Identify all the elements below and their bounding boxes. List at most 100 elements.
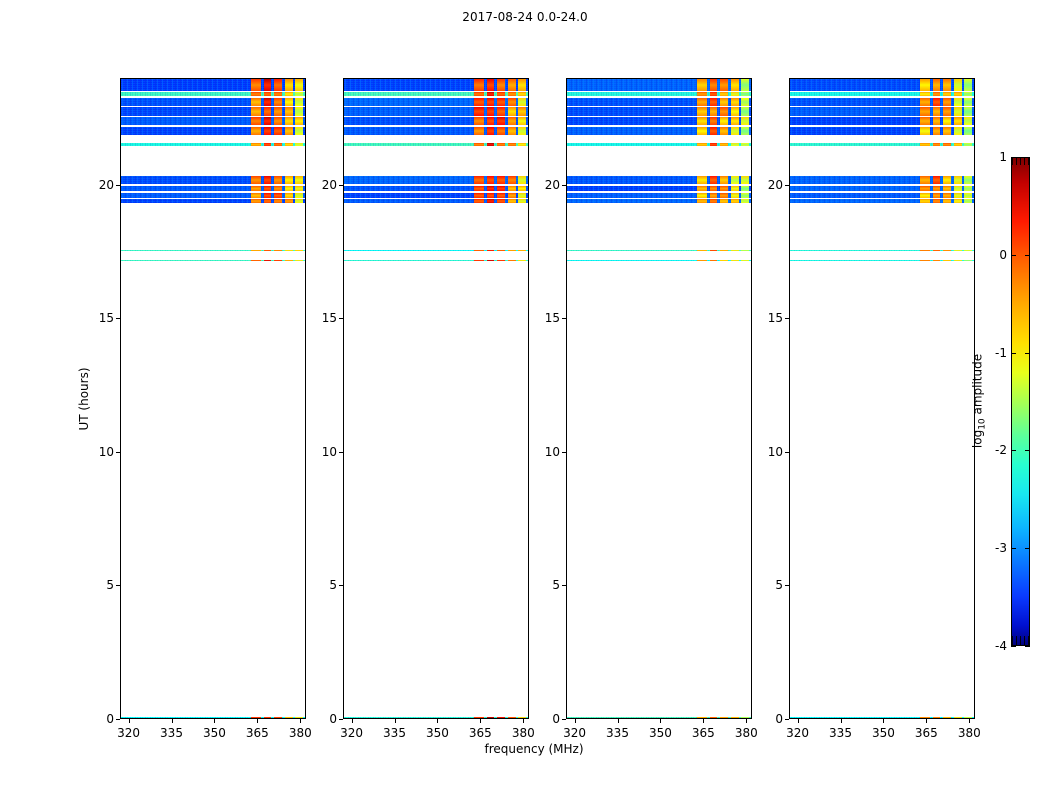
panel-xy[interactable]: XY, V2*V7=EA12* — [566, 78, 752, 719]
rfi-column — [294, 97, 303, 106]
scan-band — [121, 259, 305, 262]
rfi-column — [486, 143, 495, 146]
x-tick — [171, 719, 173, 723]
y-axis-label: UT (hours) — [77, 367, 91, 431]
rfi-column — [953, 717, 962, 718]
x-tick — [883, 719, 885, 723]
rfi-column — [263, 79, 272, 92]
colorbar-tick — [1011, 157, 1016, 158]
rfi-column — [507, 259, 516, 262]
panel-xx[interactable]: XX, V2*V7=EA12* — [120, 78, 306, 719]
noise-texture — [344, 143, 528, 146]
noise-texture — [121, 116, 305, 125]
rfi-column — [507, 186, 516, 192]
rfi-column — [920, 107, 931, 116]
scan-band — [344, 116, 528, 125]
rfi-column — [932, 193, 941, 198]
panel-yy[interactable]: YY, V2*V7=EA12* — [343, 78, 529, 719]
y-tick — [785, 184, 789, 186]
x-tick — [840, 719, 842, 723]
noise-texture — [121, 143, 305, 146]
scan-band — [344, 249, 528, 252]
rfi-column — [730, 176, 739, 185]
scan-band — [344, 199, 528, 204]
rfi-column — [486, 92, 495, 97]
rfi-column — [294, 116, 303, 125]
rfi-column — [963, 126, 972, 135]
x-tick-label: 320 — [786, 726, 810, 740]
rfi-column — [720, 259, 728, 262]
rfi-column — [963, 97, 972, 106]
rfi-column — [697, 199, 708, 204]
rfi-column — [730, 259, 739, 262]
rfi-column — [697, 116, 708, 125]
waterfall-image-yx — [790, 79, 974, 718]
panel-yx[interactable]: YX, V2*V7=EA12* — [789, 78, 975, 719]
rfi-column — [251, 143, 262, 146]
rfi-column — [284, 199, 293, 204]
rfi-column — [963, 116, 972, 125]
colorbar-tick-inner — [1025, 548, 1030, 550]
rfi-column — [486, 199, 495, 204]
rfi-column — [486, 259, 495, 262]
rfi-column — [486, 116, 495, 125]
scan-band — [790, 97, 974, 106]
rfi-column — [740, 92, 749, 97]
scan-band — [790, 717, 974, 718]
y-tick — [562, 318, 566, 320]
y-tick-label: 10 — [98, 444, 114, 459]
noise-texture — [790, 176, 974, 185]
rfi-column — [284, 143, 293, 146]
rfi-column — [740, 259, 749, 262]
rfi-column — [486, 249, 495, 252]
rfi-column — [486, 717, 495, 718]
y-tick — [116, 719, 120, 720]
rfi-column — [730, 199, 739, 204]
x-tick — [300, 719, 302, 723]
scan-band — [121, 92, 305, 97]
rfi-column — [274, 176, 282, 185]
rfi-column — [697, 107, 708, 116]
rfi-column — [507, 97, 516, 106]
scan-band — [121, 116, 305, 125]
rfi-column — [730, 143, 739, 146]
rfi-column — [294, 259, 303, 262]
rfi-column — [263, 717, 272, 718]
rfi-column — [486, 126, 495, 135]
scan-band — [121, 199, 305, 204]
scan-band — [567, 92, 751, 97]
rfi-column — [697, 717, 708, 718]
rfi-column — [709, 107, 718, 116]
scan-band — [344, 79, 528, 92]
rfi-column — [740, 126, 749, 135]
rfi-column — [497, 176, 505, 185]
rfi-column — [486, 186, 495, 192]
x-tick — [257, 719, 259, 723]
noise-texture — [567, 116, 751, 125]
rfi-column — [943, 143, 951, 146]
rfi-column — [497, 116, 505, 125]
scan-band — [344, 186, 528, 192]
colorbar[interactable] — [1011, 157, 1030, 646]
rfi-column — [709, 79, 718, 92]
scan-band — [567, 176, 751, 185]
rfi-column — [251, 107, 262, 116]
x-tick-label: 335 — [829, 726, 852, 740]
rfi-column — [740, 176, 749, 185]
noise-texture — [344, 186, 528, 192]
rfi-column — [497, 107, 505, 116]
scan-band — [567, 249, 751, 252]
noise-texture — [790, 143, 974, 146]
y-tick-label: 20 — [98, 177, 114, 192]
x-tick-label: 365 — [914, 726, 938, 740]
rfi-column — [730, 107, 739, 116]
x-tick — [926, 719, 928, 723]
rfi-column — [740, 97, 749, 106]
y-tick — [116, 184, 120, 186]
rfi-column — [251, 717, 262, 718]
colorbar-tick-inner — [1025, 157, 1030, 158]
rfi-column — [720, 79, 728, 92]
scan-band — [790, 176, 974, 185]
rfi-column — [740, 116, 749, 125]
rfi-column — [251, 176, 262, 185]
